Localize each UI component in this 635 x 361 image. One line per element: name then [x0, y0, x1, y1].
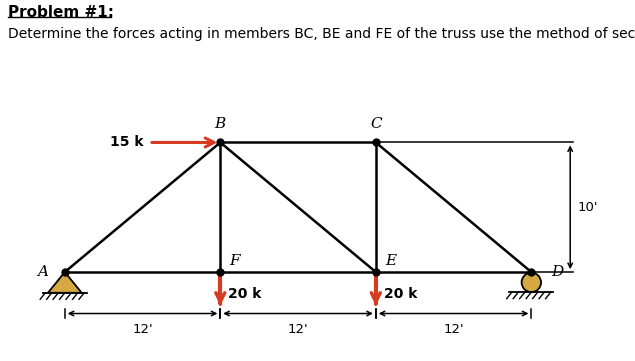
Text: A: A	[37, 265, 48, 279]
Polygon shape	[48, 272, 82, 293]
Text: B: B	[215, 117, 226, 131]
Text: 15 k: 15 k	[110, 135, 144, 149]
Text: 20 k: 20 k	[384, 287, 417, 301]
Text: 20 k: 20 k	[228, 287, 262, 301]
Text: 12': 12'	[443, 323, 464, 336]
Text: C: C	[370, 117, 382, 131]
Text: Determine the forces acting in members BC, BE and FE of the truss use the method: Determine the forces acting in members B…	[8, 27, 635, 41]
Text: 12': 12'	[288, 323, 309, 336]
Circle shape	[521, 273, 541, 292]
Text: F: F	[229, 254, 240, 268]
Text: D: D	[551, 265, 563, 279]
Text: E: E	[385, 254, 396, 268]
Text: Problem #1:: Problem #1:	[8, 5, 114, 21]
Text: 12': 12'	[132, 323, 153, 336]
Text: 10': 10'	[578, 201, 598, 214]
